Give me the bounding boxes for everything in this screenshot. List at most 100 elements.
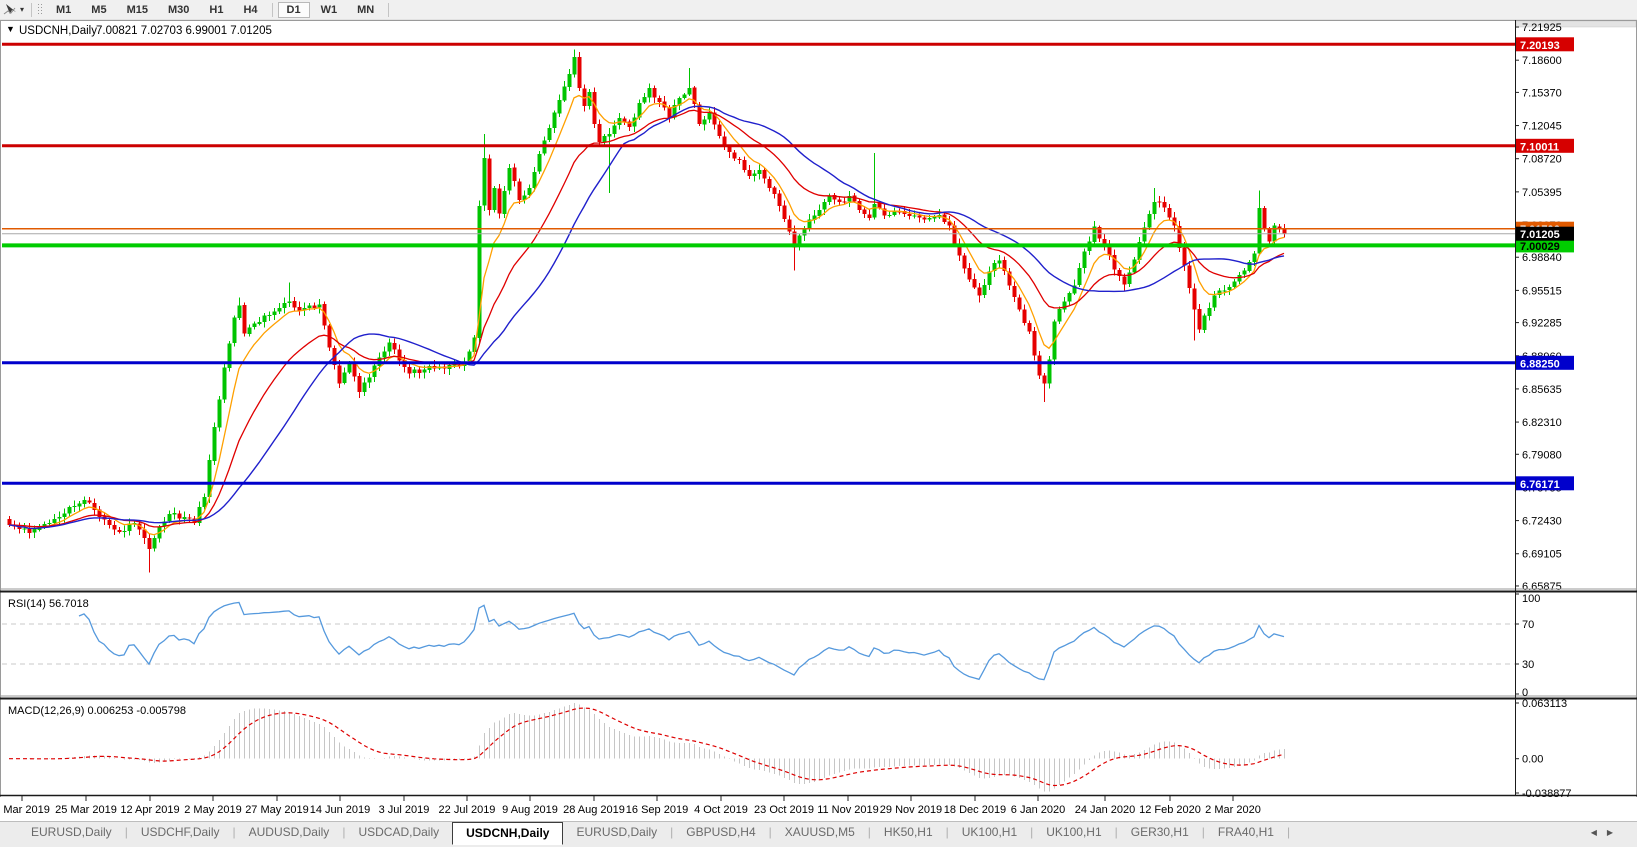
chart-tab-fra40-h1[interactable]: FRA40,H1 [1217, 825, 1274, 839]
date-label: 18 Dec 2019 [944, 804, 1006, 816]
ma-fast-line [8, 94, 1285, 536]
timeframe-button-d1[interactable]: D1 [277, 1, 310, 18]
price-tick-label: 6.79080 [1522, 449, 1562, 461]
date-label: 3 Jul 2019 [379, 804, 430, 816]
price-badge [1516, 476, 1574, 491]
price-tick-label: 6.69105 [1522, 549, 1562, 561]
toolbar-separator [31, 2, 33, 17]
date-label: 14 Jun 2019 [310, 804, 371, 816]
date-label: 12 Apr 2019 [120, 804, 179, 816]
chart-tab-bar: EURUSD,Daily | USDCHF,Daily | AUDUSD,Daily | U… [0, 821, 1637, 847]
date-label: 22 Jul 2019 [439, 804, 496, 816]
chart-tab-usdcnh-daily[interactable]: USDCNH,Daily [452, 822, 564, 845]
price-tick-label: 7.12045 [1522, 121, 1562, 133]
price-badge-label: 7.00029 [1520, 241, 1560, 253]
date-label: 2 May 2019 [184, 804, 241, 816]
rsi-indicator-label: RSI(14) 56.7018 [8, 598, 89, 610]
date-label: 16 Sep 2019 [626, 804, 688, 816]
chart-tab-hk50-h1[interactable]: HK50,H1 [883, 825, 933, 839]
chart-tab-usdchf-daily[interactable]: USDCHF,Daily [140, 825, 220, 839]
price-badge-label: 7.01205 [1520, 229, 1560, 241]
timeframe-button-w1[interactable]: W1 [320, 3, 338, 16]
date-label: 4 Oct 2019 [694, 804, 748, 816]
rsi-tick-label: 30 [1522, 659, 1534, 671]
chart-tab-audusd-daily[interactable]: AUDUSD,Daily [248, 825, 330, 839]
price-badge [1516, 226, 1574, 241]
timeframe-button-h4[interactable]: H4 [243, 3, 258, 16]
toolbar-grip-handle[interactable] [38, 3, 43, 16]
timeframe-button-m5[interactable]: M5 [91, 3, 107, 16]
rsi-tick-label: 70 [1522, 619, 1534, 631]
chart-tab-eurusd-daily[interactable]: EURUSD,Daily [576, 825, 658, 839]
tab-separator: | [1030, 825, 1034, 839]
price-badge-label: 6.76171 [1520, 479, 1560, 491]
tab-separator: | [867, 825, 871, 839]
macd-signal-line [9, 707, 1285, 787]
price-tick-label: 7.05395 [1522, 187, 1562, 199]
tab-separator: | [670, 825, 674, 839]
chart-title-symbol: USDCNH,Daily [19, 25, 97, 37]
timeframe-button-m1[interactable]: M1 [56, 3, 72, 16]
macd-tick-label: 0.00 [1522, 754, 1543, 766]
chevron-down-icon[interactable]: ▾ [20, 5, 25, 14]
price-tick-label: 6.92285 [1522, 318, 1562, 330]
tab-scroll-arrows: ◀▶ [1591, 828, 1623, 837]
toolbar-separator [271, 2, 273, 17]
price-badge [1516, 238, 1574, 253]
rsi-tick-label: 0 [1522, 687, 1528, 699]
tab-separator: | [1114, 825, 1118, 839]
price-tick-label: 7.18600 [1522, 55, 1562, 67]
date-label: 25 Mar 2019 [55, 804, 117, 816]
cursor-tool-icon [3, 4, 16, 15]
date-label: 11 Nov 2019 [817, 804, 879, 816]
price-tick-label: 6.72430 [1522, 516, 1562, 528]
price-tick-label: 6.82310 [1522, 417, 1562, 429]
date-label: 2 Mar 2020 [1205, 804, 1261, 816]
price-badge [1516, 37, 1574, 52]
price-badge-label: 7.20193 [1520, 40, 1560, 52]
chart-menu-marker-icon[interactable]: ▼ [6, 24, 15, 34]
date-label: 27 May 2019 [245, 804, 309, 816]
chart-tab-ger30-h1[interactable]: GER30,H1 [1130, 825, 1189, 839]
timeframe-button-mn[interactable]: MN [357, 3, 375, 16]
price-tick-label: 6.65875 [1522, 581, 1562, 593]
date-label: 6 Mar 2019 [0, 804, 50, 816]
cursor-tool-button[interactable]: ▾ [0, 3, 27, 16]
date-label: 28 Aug 2019 [563, 804, 625, 816]
rsi-line [78, 601, 1285, 681]
timeframe-button-m30[interactable]: M30 [167, 3, 190, 16]
period-toolbar: ▾ M1 M5 M15 M30 H1 H4 D1 W1 MN [0, 0, 1637, 20]
date-label: 12 Feb 2020 [1139, 804, 1201, 816]
tab-separator: | [342, 825, 346, 839]
price-badge-label: 6.88250 [1520, 358, 1560, 370]
price-badge [1516, 138, 1574, 153]
ma-slow-line [8, 105, 1285, 530]
timeframe-button-group: M1 M5 M15 M30 H1 H4 D1 W1 MN [46, 1, 393, 18]
timeframe-button-m15[interactable]: M15 [126, 3, 148, 16]
tab-scroll-left-icon[interactable]: ◀ [1590, 828, 1607, 837]
chart-tab-gbpusd-h4[interactable]: GBPUSD,H4 [686, 825, 756, 839]
chart-tab-uk100-h1[interactable]: UK100,H1 [961, 825, 1018, 839]
tab-separator: | [945, 825, 949, 839]
tab-separator: | [768, 825, 772, 839]
macd-tick-label: 0.063113 [1522, 698, 1567, 710]
tab-separator: | [232, 825, 236, 839]
ma-mid-line [8, 109, 1285, 528]
tab-separator: | [1286, 825, 1291, 839]
tab-separator: | [124, 825, 128, 839]
chart-tab-usdcad-daily[interactable]: USDCAD,Daily [358, 825, 440, 839]
date-label: 6 Jan 2020 [1011, 804, 1065, 816]
price-tick-label: 7.08720 [1522, 154, 1562, 166]
timeframe-button-h1[interactable]: H1 [209, 3, 224, 16]
chart-tab-uk100-h1[interactable]: UK100,H1 [1046, 825, 1102, 839]
chart-title-ohlc: 7.00821 7.02703 6.99001 7.01205 [96, 25, 272, 37]
price-badge [1516, 355, 1574, 370]
tab-scroll-right-icon[interactable]: ▶ [1606, 828, 1623, 837]
tab-separator: | [1201, 825, 1205, 839]
chart-tab-eurusd-daily[interactable]: EURUSD,Daily [31, 825, 112, 839]
chart-canvas[interactable]: ▼ USDCNH,Daily 7.00821 7.02703 6.99001 7… [0, 20, 1637, 821]
macd-histogram [24, 703, 1285, 792]
macd-tick-label: -0.038877 [1522, 788, 1572, 800]
chart-tab-xauusd-m5[interactable]: XAUUSD,M5 [784, 825, 855, 839]
date-label: 24 Jan 2020 [1075, 804, 1136, 816]
